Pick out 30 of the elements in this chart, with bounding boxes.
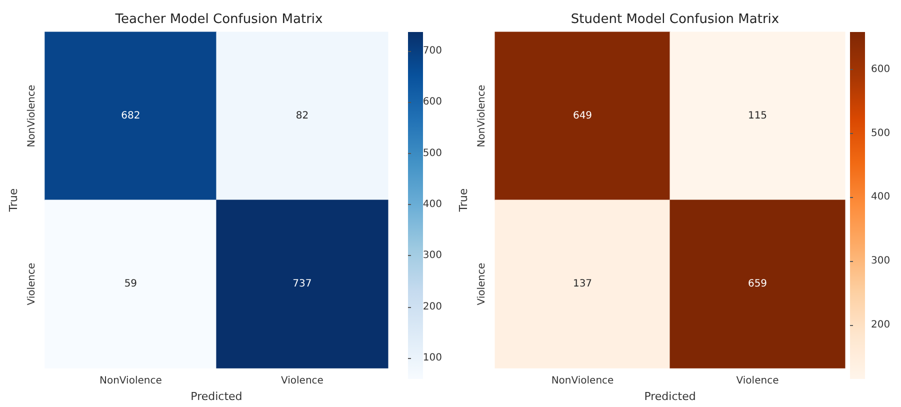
x-tick-label: Violence: [736, 376, 779, 387]
color-bar-label: 400: [871, 192, 890, 203]
color-bar-label: 600: [422, 96, 442, 108]
chart-title: Student Model Confusion Matrix: [570, 12, 780, 27]
color-bar-label: 700: [422, 45, 442, 56]
y-axis-title: True: [7, 188, 20, 213]
color-bar-label: 200: [422, 301, 442, 312]
color-bar-label: 400: [422, 198, 442, 210]
data-label: 59: [124, 278, 138, 290]
x-tick-label: NonViolence: [551, 376, 614, 387]
color-bar-label: 300: [422, 250, 442, 262]
data-label: 682: [121, 110, 140, 122]
color-bar-label: 200: [871, 319, 890, 330]
x-axis-title: Predicted: [190, 390, 242, 403]
color-bar-label: 500: [422, 148, 442, 159]
color-bar-label: 300: [871, 255, 890, 266]
x-tick-label: NonViolence: [99, 376, 162, 387]
color-bar-label: 600: [871, 64, 890, 76]
data-label: 649: [572, 110, 592, 122]
color-bar-label: 100: [422, 352, 442, 364]
x-tick-label: Violence: [281, 376, 324, 387]
data-label: 115: [748, 110, 768, 122]
color-bar-label: 500: [871, 128, 890, 139]
chart-title: Teacher Model Confusion Matrix: [114, 12, 324, 27]
data-label: 737: [292, 278, 312, 290]
x-axis-title: Predicted: [644, 390, 696, 403]
data-label: 659: [748, 278, 768, 290]
data-label: 82: [296, 110, 309, 122]
data-label: 137: [572, 278, 592, 290]
y-axis-title: True: [457, 188, 470, 213]
